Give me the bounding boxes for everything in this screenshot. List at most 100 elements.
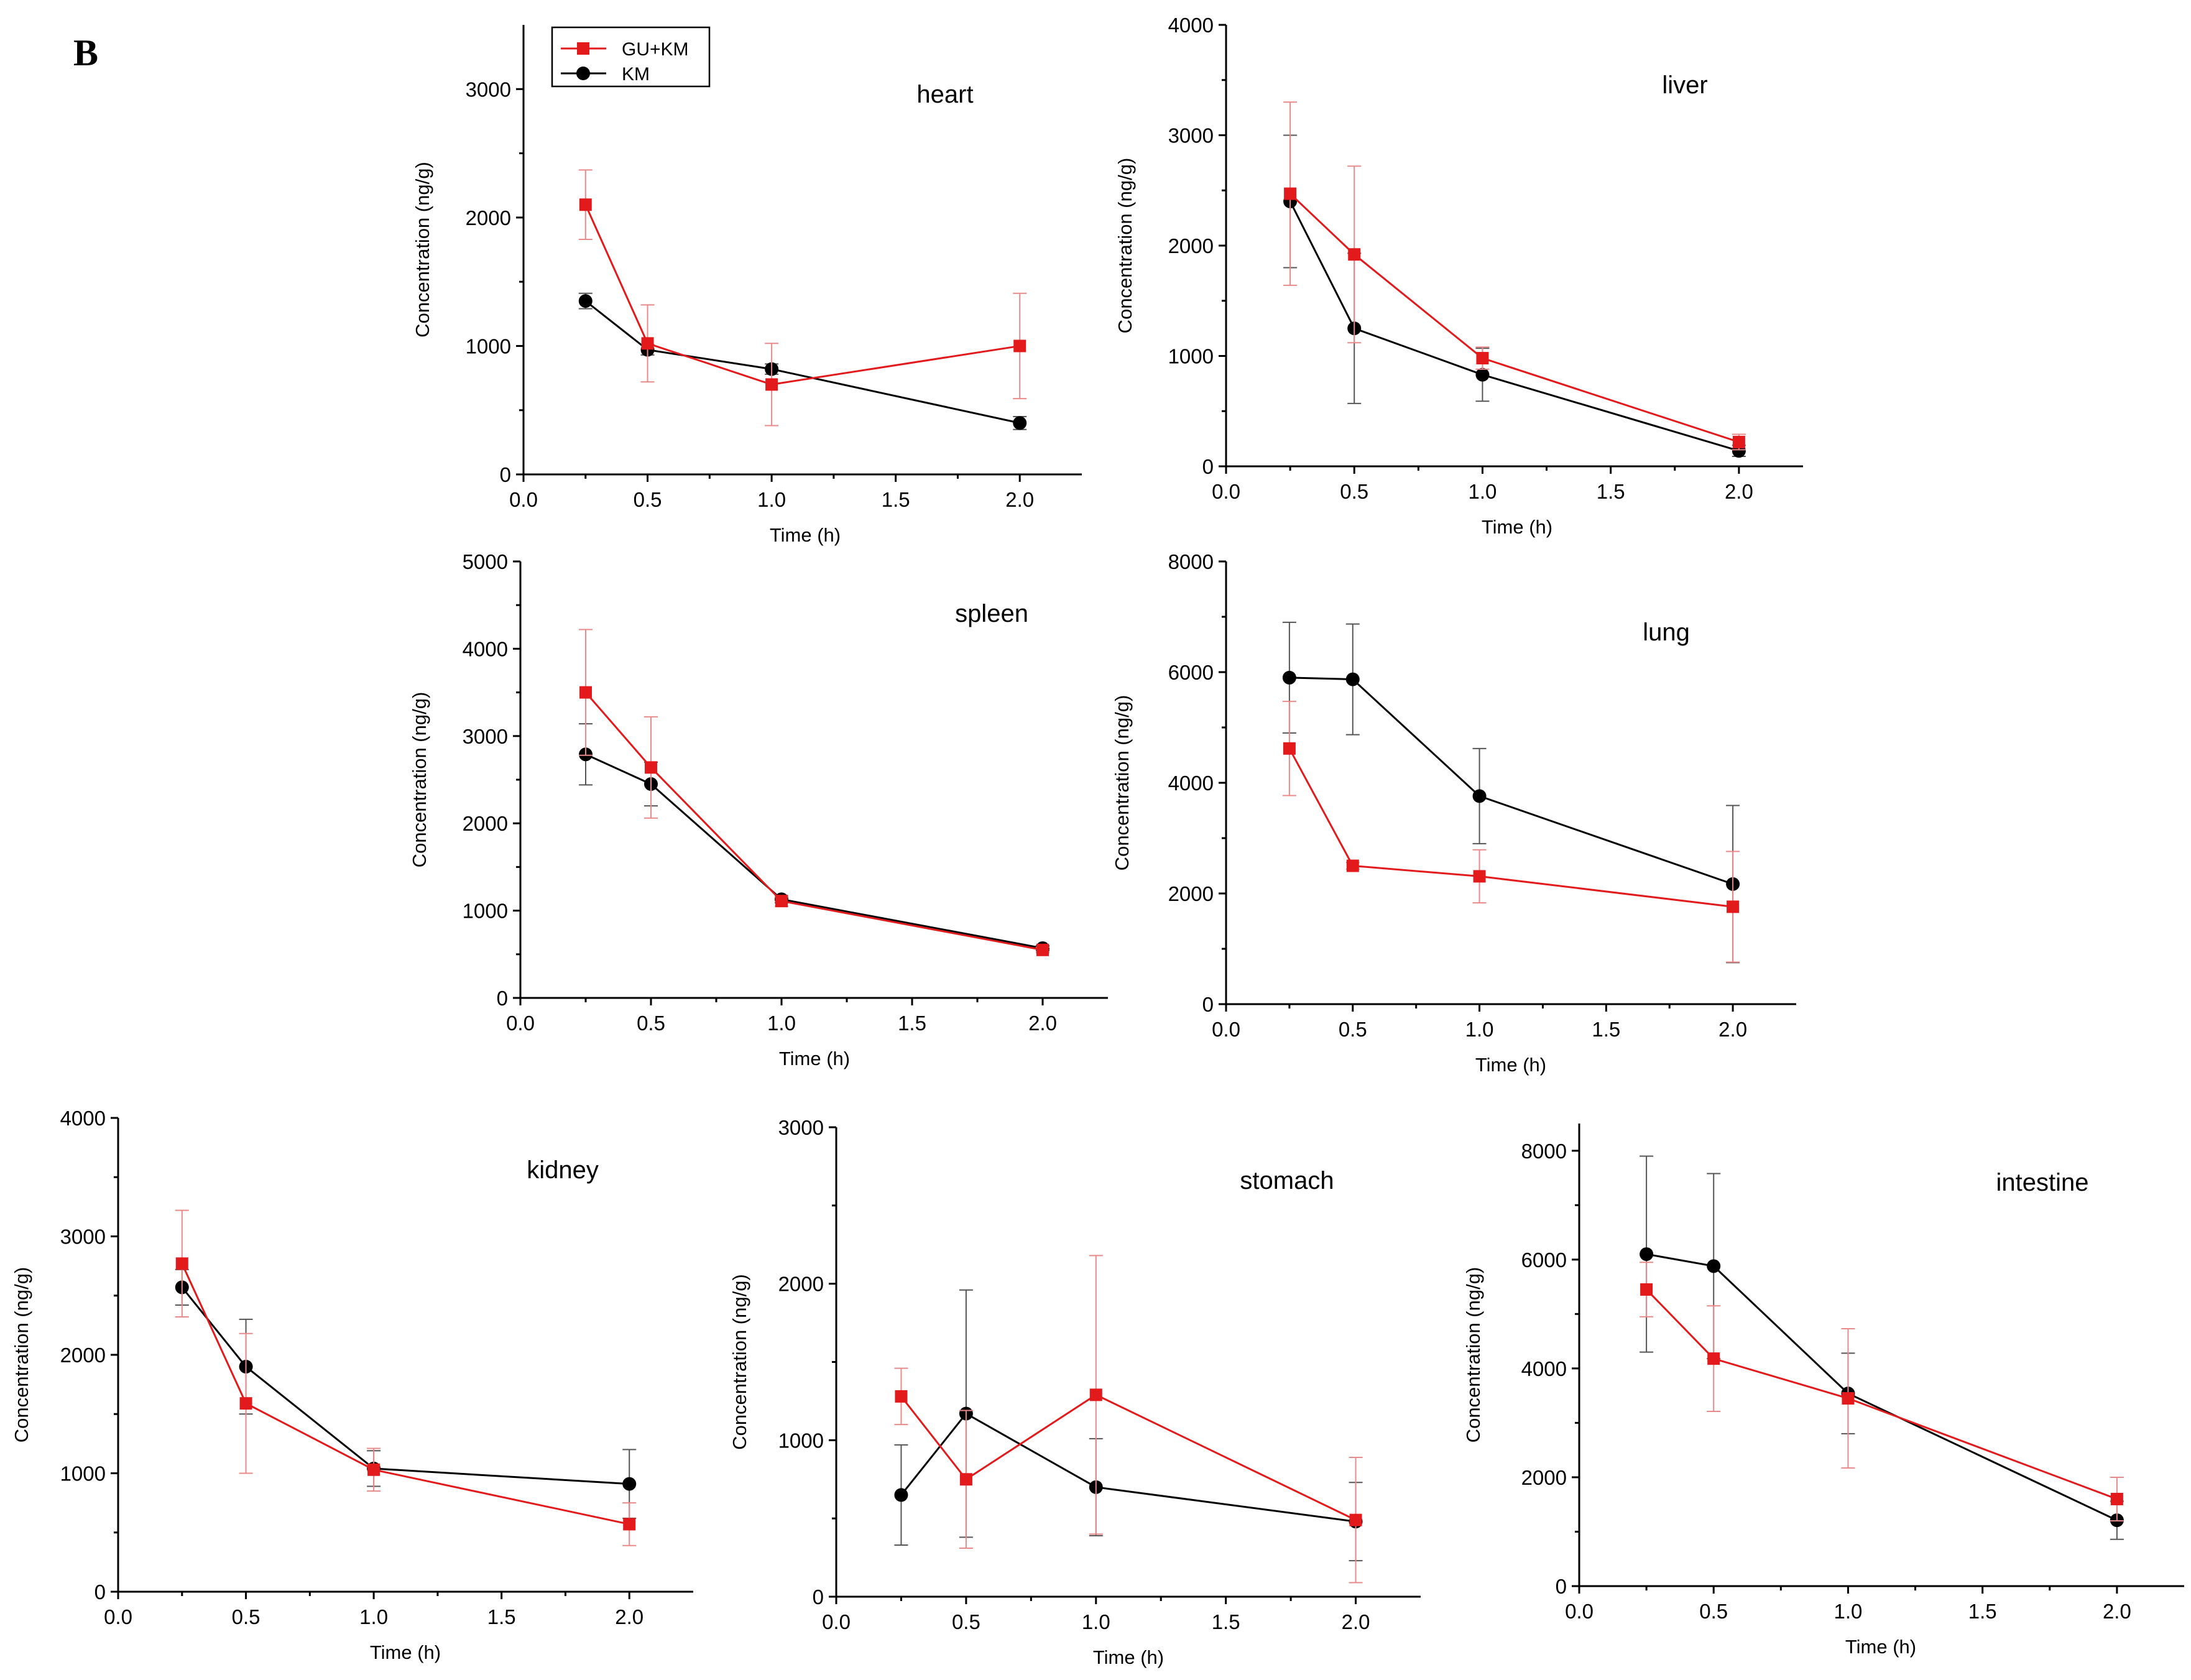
data-point-square: [1707, 1352, 1720, 1365]
chart-kidney: 0.0 0.5 1.0 1.5 2.0 0 1000 2000 3000 4000 Time (h)…: [11, 1107, 693, 1663]
series-km: [578, 292, 1027, 430]
data-point-circle: [894, 1488, 908, 1502]
y-tick-label: 5000: [463, 550, 508, 573]
x-tick-label: 1.5: [1597, 480, 1625, 503]
y-tick-label: 6000: [1168, 661, 1214, 684]
y-axis-title: Concentration (ng/g): [408, 692, 430, 868]
x-tick-label: 1.5: [1212, 1610, 1240, 1633]
data-point-circle: [1345, 672, 1360, 686]
y-tick-label: 1000: [463, 900, 508, 923]
series-line: [584, 300, 1020, 424]
y-tick-label: 2000: [1168, 234, 1214, 257]
data-point-square: [645, 761, 657, 774]
y-tick-label: 3000: [466, 78, 511, 101]
x-tick-label: 1.0: [1082, 1610, 1110, 1633]
y-tick-label: 4000: [463, 637, 508, 660]
y-axis-title: Concentration (ng/g): [1111, 695, 1133, 871]
y-axis-title: Concentration (ng/g): [11, 1267, 32, 1443]
data-point-square: [1013, 339, 1026, 353]
chart-title: kidney: [527, 1156, 599, 1184]
x-axis-title: Time (h): [1475, 1054, 1546, 1076]
y-tick-label: 2000: [463, 812, 508, 835]
series-gu-km: [1283, 101, 1746, 451]
y-tick-label: 0: [1202, 993, 1214, 1016]
y-tick-label: 1000: [466, 335, 511, 358]
data-point-square: [1473, 870, 1486, 883]
series-line: [181, 1286, 630, 1485]
x-tick-label: 1.0: [757, 488, 786, 511]
legend-marker-gu-km: [577, 42, 589, 55]
chart-title: lung: [1643, 619, 1690, 646]
y-axis-title: Concentration (ng/g): [1462, 1267, 1484, 1443]
x-tick-label: 0.5: [637, 1012, 665, 1035]
chart-lung: 0.0 0.5 1.0 1.5 2.0 0 2000 4000 6000 8000 Time (h)…: [1111, 550, 1796, 1076]
y-tick-label: 3000: [1168, 124, 1214, 147]
data-point-square: [1349, 1513, 1362, 1526]
data-point-square: [775, 895, 788, 908]
data-point-circle: [1013, 416, 1027, 430]
series-line: [1289, 676, 1733, 885]
x-tick-label: 1.0: [1465, 1018, 1494, 1041]
series-gu-km: [894, 1255, 1363, 1584]
series-line: [900, 1412, 1356, 1523]
series-line: [1289, 201, 1740, 452]
data-point-square: [2110, 1492, 2123, 1505]
y-tick-label: 2000: [1521, 1466, 1567, 1489]
data-point-square: [579, 686, 592, 699]
x-tick-label: 1.5: [1592, 1018, 1620, 1041]
y-tick-label: 8000: [1168, 550, 1214, 573]
data-point-square: [579, 198, 592, 211]
legend-marker-km: [576, 67, 590, 80]
series-km: [1283, 134, 1746, 458]
x-tick-label: 1.5: [487, 1605, 516, 1628]
y-tick-label: 2000: [778, 1273, 824, 1296]
x-tick-label: 0.5: [1339, 1018, 1367, 1041]
x-axis-title: Time (h): [770, 524, 841, 546]
series-line: [181, 1263, 630, 1525]
x-tick-label: 0.0: [104, 1605, 132, 1628]
x-tick-label: 0.0: [1565, 1600, 1594, 1623]
y-tick-label: 2000: [466, 206, 511, 229]
chart-liver: 0.0 0.5 1.0 1.5 2.0 0 1000 2000 3000 4000 Time (h)…: [1114, 14, 1803, 538]
x-tick-label: 0.5: [952, 1610, 980, 1633]
x-tick-label: 0.5: [1699, 1600, 1728, 1623]
y-tick-label: 3000: [60, 1225, 106, 1248]
legend-label-gu-km: GU+KM: [622, 39, 689, 60]
series-km: [579, 723, 1049, 955]
x-tick-label: 0.0: [822, 1610, 851, 1633]
x-tick-label: 0.5: [232, 1605, 261, 1628]
data-point-circle: [1282, 670, 1296, 685]
chart-spleen: 0.0 0.5 1.0 1.5 2.0 0 1000 2000 3000 4000 5000 Time…: [408, 550, 1108, 1069]
x-axis-title: Time (h): [1482, 516, 1552, 538]
x-tick-label: 1.0: [1834, 1600, 1863, 1623]
data-point-square: [1036, 943, 1049, 956]
data-point-square: [765, 378, 778, 391]
data-point-square: [623, 1518, 636, 1531]
data-point-circle: [1640, 1247, 1654, 1262]
data-point-square: [1283, 742, 1296, 755]
series-gu-km: [578, 169, 1027, 427]
legend: GU+KM KM: [551, 26, 711, 88]
y-axis-title: Concentration (ng/g): [412, 162, 433, 338]
x-tick-label: 2.0: [1028, 1012, 1057, 1035]
series-km: [175, 1268, 637, 1519]
data-point-circle: [1475, 367, 1490, 382]
y-tick-label: 4000: [60, 1107, 106, 1130]
y-tick-label: 1000: [1168, 345, 1214, 368]
series-line: [900, 1393, 1357, 1521]
x-tick-label: 1.0: [1469, 480, 1497, 503]
y-tick-label: 4000: [1168, 772, 1214, 795]
x-tick-label: 0.0: [1212, 1018, 1240, 1041]
y-tick-label: 0: [95, 1581, 106, 1604]
x-axis-title: Time (h): [779, 1048, 850, 1069]
series-line: [1288, 748, 1733, 908]
y-tick-label: 0: [1202, 455, 1214, 478]
chart-title: liver: [1662, 72, 1707, 99]
x-tick-label: 1.5: [882, 488, 910, 511]
series-line: [1646, 1253, 2118, 1521]
x-tick-label: 2.0: [2103, 1600, 2131, 1623]
data-point-square: [1842, 1392, 1855, 1405]
y-tick-label: 0: [500, 463, 511, 486]
series-km: [1640, 1155, 2124, 1540]
